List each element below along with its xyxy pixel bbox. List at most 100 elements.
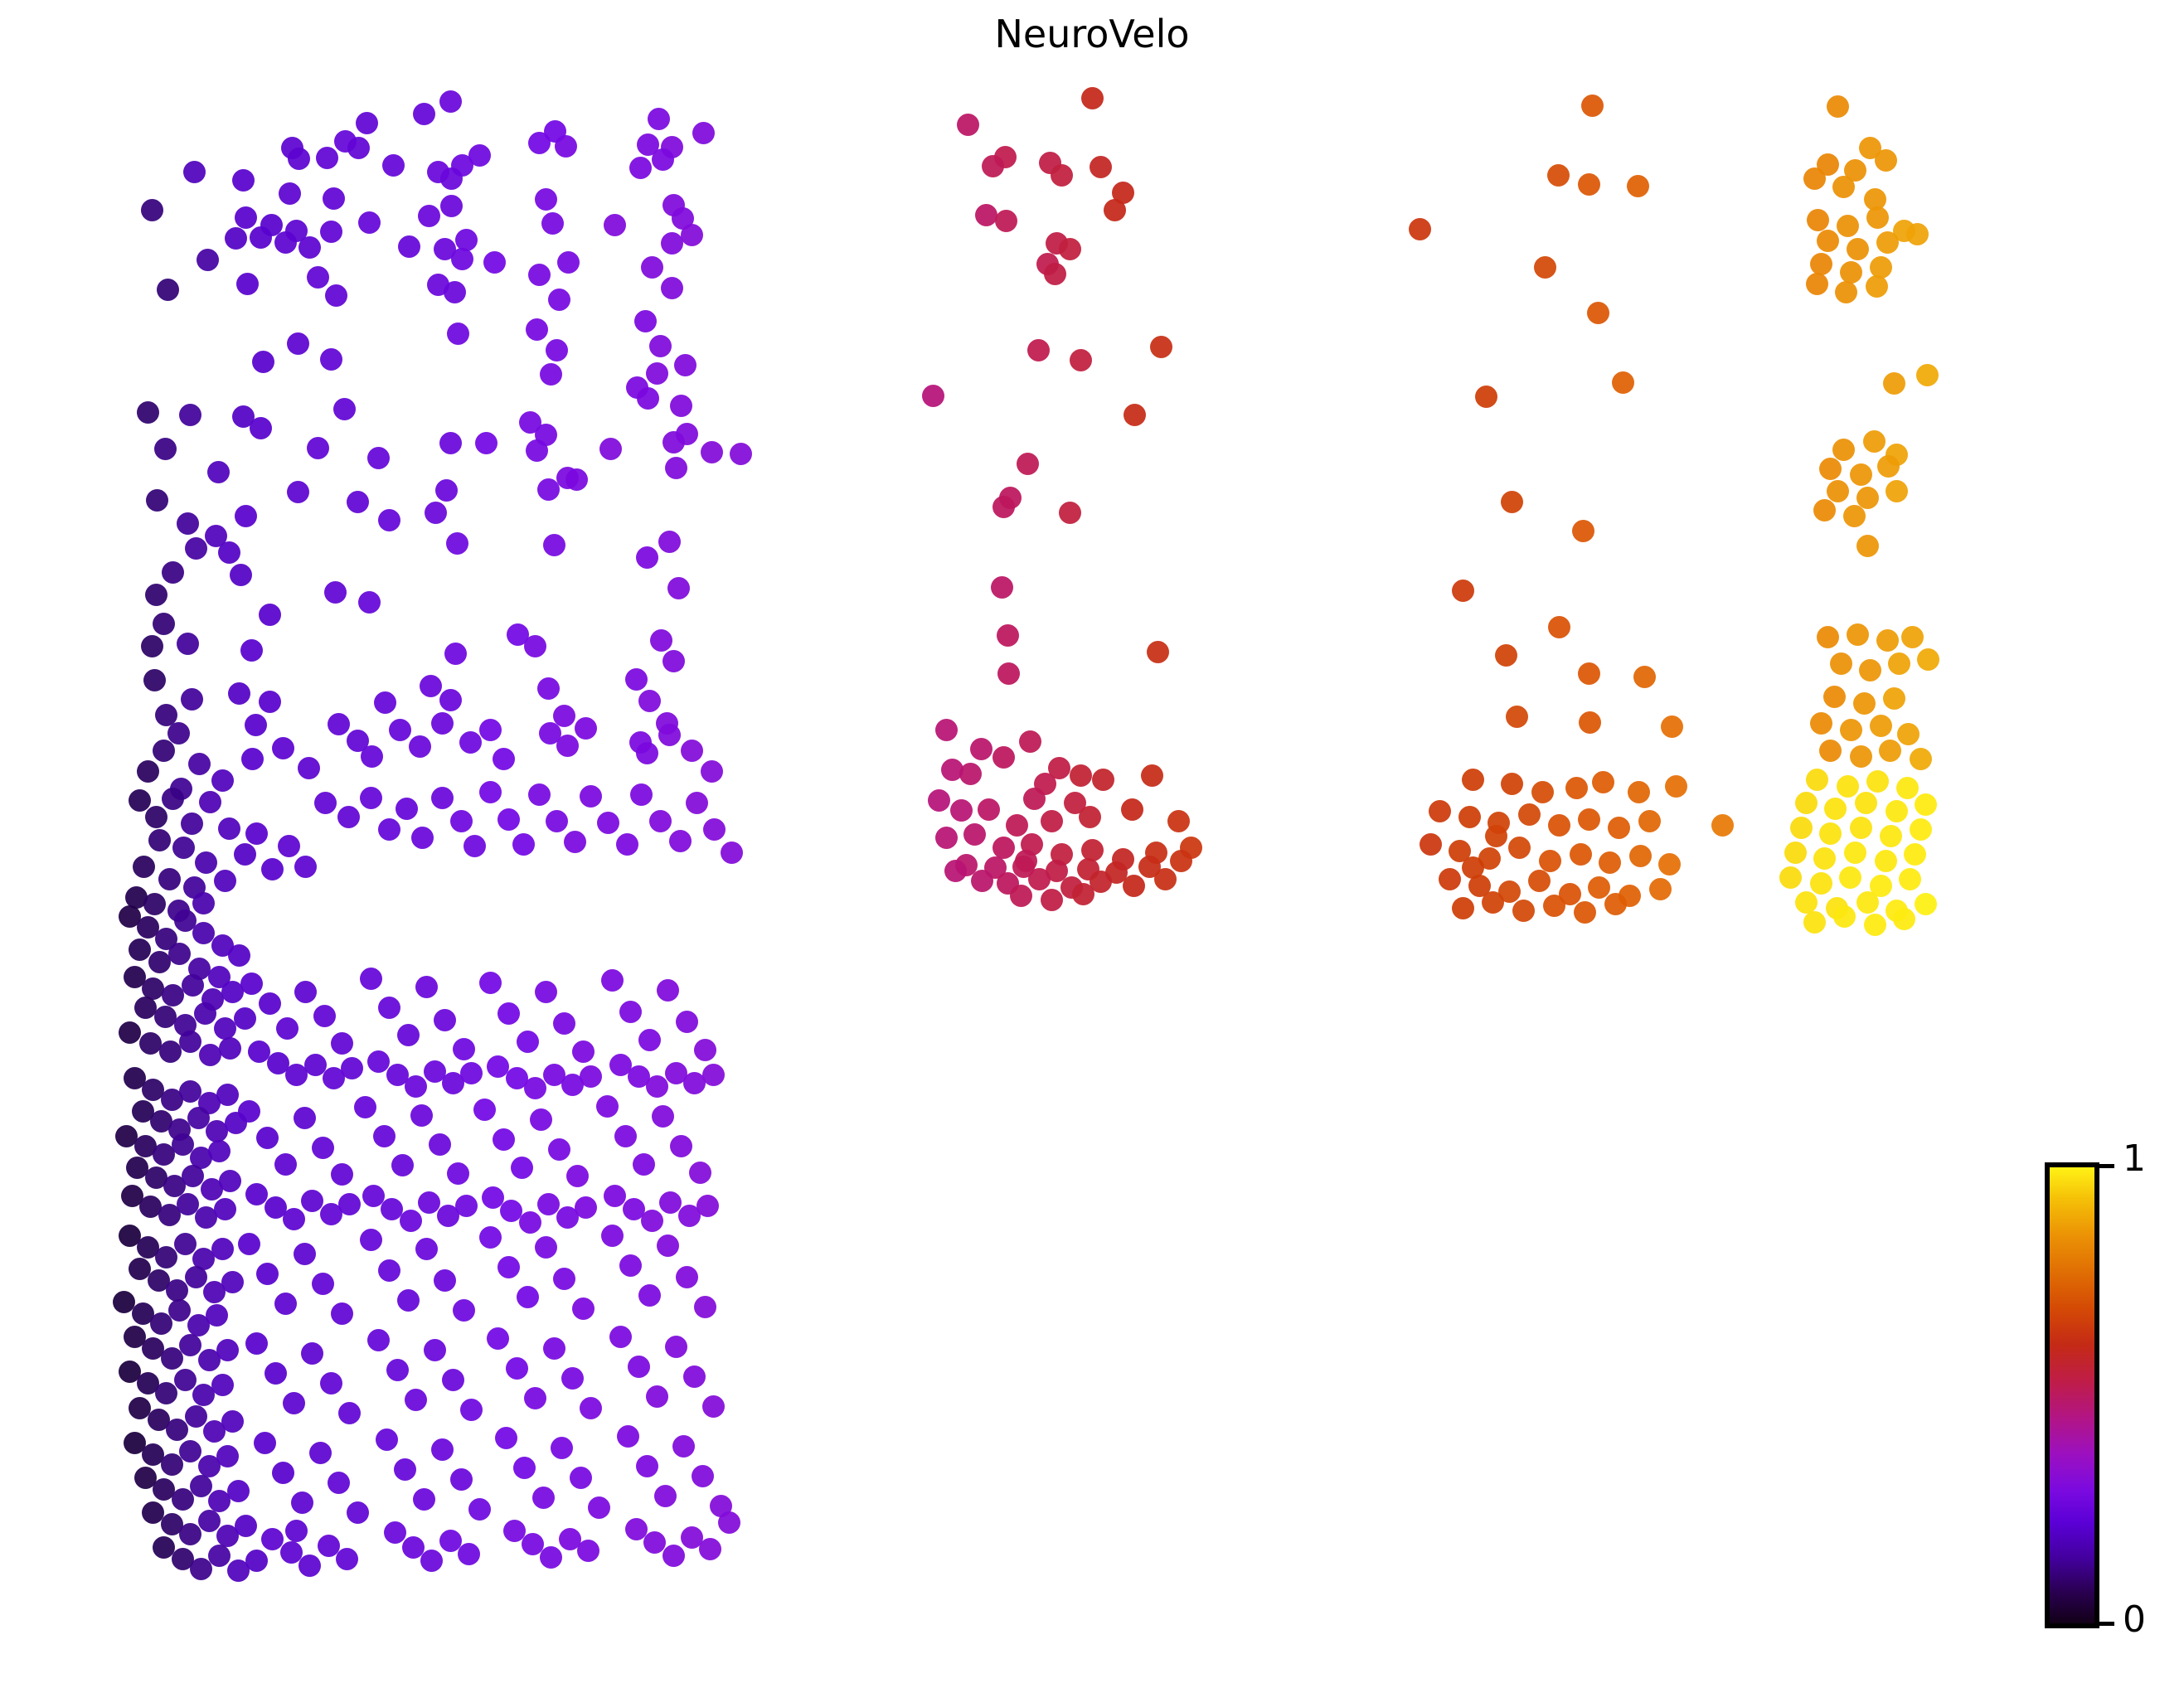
scatter-point <box>282 1391 305 1414</box>
scatter-point <box>1858 658 1881 682</box>
scatter-point <box>253 1431 276 1454</box>
scatter-point <box>680 739 703 762</box>
scatter-point <box>1789 816 1813 839</box>
scatter-point <box>213 1197 236 1220</box>
scatter-point <box>213 1016 236 1040</box>
scatter-point <box>319 347 342 371</box>
scatter-point <box>615 832 638 856</box>
scatter-point <box>431 1438 454 1461</box>
scatter-point <box>277 834 300 857</box>
scatter-point <box>969 737 993 760</box>
scatter-point <box>1628 844 1652 867</box>
scatter-point <box>1915 363 1939 386</box>
scatter-point <box>1794 791 1818 814</box>
scatter-point <box>189 1557 212 1580</box>
scatter-point <box>481 1186 504 1209</box>
scatter-point <box>940 758 963 781</box>
scatter-point <box>1508 836 1531 859</box>
scatter-point <box>673 353 696 376</box>
scatter-point <box>192 921 216 944</box>
scatter-point <box>155 1381 178 1404</box>
scatter-point <box>1058 237 1081 260</box>
scatter-point <box>1512 899 1536 922</box>
scatter-point <box>264 1361 287 1385</box>
scatter-point <box>399 1209 422 1232</box>
scatter-point <box>492 1128 515 1151</box>
scatter-point <box>1167 809 1191 832</box>
scatter-point <box>1803 910 1826 934</box>
scatter-point <box>1878 739 1901 762</box>
scatter-point <box>1853 691 1876 715</box>
scatter-point <box>166 1418 189 1441</box>
scatter-point <box>395 797 418 820</box>
scatter-point <box>1711 813 1735 837</box>
scatter-point <box>255 1126 279 1149</box>
scatter-point <box>1040 809 1063 832</box>
scatter-point <box>635 1454 658 1477</box>
scatter-point <box>1866 769 1890 793</box>
scatter-point <box>419 674 442 697</box>
scatter-point <box>468 1497 491 1521</box>
scatter-point <box>391 1153 415 1176</box>
scatter-point <box>587 1496 610 1519</box>
scatter-point <box>179 403 202 426</box>
scatter-point <box>199 1043 222 1066</box>
scatter-point <box>956 113 979 136</box>
scatter-point <box>189 1474 212 1497</box>
scatter-point <box>497 808 521 831</box>
scatter-point <box>235 1514 258 1537</box>
scatter-point <box>1829 652 1852 675</box>
scatter-point <box>564 830 587 853</box>
scatter-point <box>1854 791 1877 814</box>
scatter-point <box>418 204 441 227</box>
scatter-point <box>1906 222 1929 245</box>
scatter-point <box>241 747 265 770</box>
scatter-point <box>1779 866 1802 889</box>
scatter-point <box>148 828 172 851</box>
scatter-point <box>664 456 687 479</box>
scatter-point <box>1091 768 1114 791</box>
scatter-point <box>935 718 959 741</box>
scatter-point <box>463 834 486 857</box>
scatter-point <box>301 1189 324 1212</box>
scatter-point <box>688 1161 711 1184</box>
scatter-point <box>388 718 411 741</box>
scatter-point <box>529 1108 552 1131</box>
scatter-point <box>1016 452 1039 475</box>
scatter-point <box>113 1290 136 1313</box>
scatter-point <box>1577 808 1600 831</box>
scatter-point <box>1451 896 1474 919</box>
scatter-point <box>172 836 196 859</box>
scatter-point <box>635 546 658 569</box>
scatter-point <box>213 869 236 892</box>
scatter-point <box>1484 824 1507 847</box>
scatter-point <box>162 787 185 810</box>
scatter-point <box>285 1519 308 1542</box>
scatter-point <box>140 198 163 221</box>
scatter-point <box>1895 776 1919 799</box>
scatter-point <box>997 662 1021 685</box>
scatter-point <box>1648 877 1672 900</box>
colorbar-label-max: 1 <box>2123 1137 2146 1180</box>
scatter-point <box>219 1169 242 1192</box>
scatter-point <box>1842 504 1866 527</box>
scatter-point <box>720 841 743 864</box>
scatter-point <box>651 1104 674 1128</box>
scatter-point <box>162 560 185 584</box>
scatter-point <box>330 1162 353 1186</box>
scatter-point <box>700 759 723 783</box>
scatter-point <box>1897 722 1920 745</box>
scatter-point <box>604 1184 627 1207</box>
scatter-point <box>1909 817 1932 841</box>
scatter-point <box>505 1356 528 1380</box>
scatter-point <box>1500 772 1523 795</box>
scatter-point <box>193 1002 216 1025</box>
scatter-point <box>180 687 203 711</box>
scatter-point <box>1862 429 1886 453</box>
scatter-point <box>1058 501 1081 524</box>
scatter-point <box>358 590 381 614</box>
scatter-point <box>693 1038 716 1061</box>
scatter-point <box>557 250 580 274</box>
scatter-point <box>1882 686 1905 710</box>
